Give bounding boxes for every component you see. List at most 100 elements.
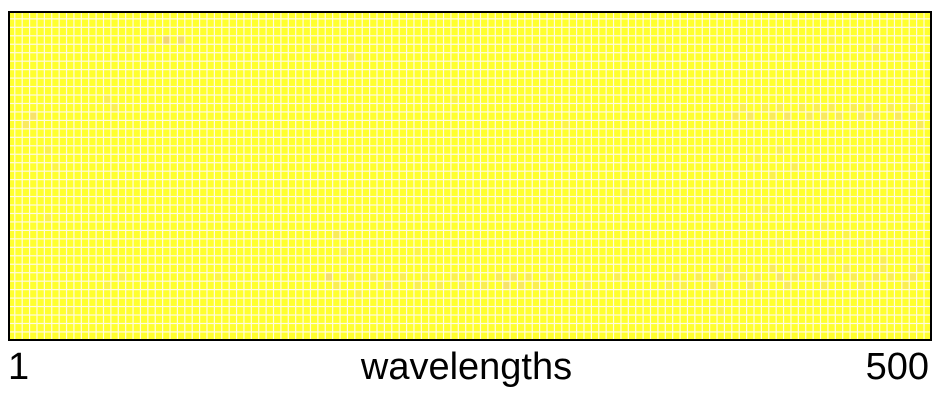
heatmap-cell (658, 95, 665, 103)
heatmap-cell (532, 315, 540, 323)
heatmap-cell (665, 324, 673, 332)
heatmap-cell (798, 53, 806, 61)
heatmap-cell (200, 163, 207, 171)
heatmap-cell (895, 78, 902, 86)
heatmap-cell (688, 121, 695, 129)
heatmap-cell (37, 36, 44, 44)
heatmap-cell (614, 214, 621, 222)
heatmap-cell (488, 222, 495, 230)
heatmap-cell (532, 11, 540, 19)
heatmap-cell (348, 332, 355, 340)
heatmap-cell (259, 281, 266, 290)
heatmap-cell (843, 197, 850, 205)
heatmap-cell (259, 146, 266, 154)
heatmap-cell (111, 231, 118, 239)
heatmap-cell (288, 256, 296, 264)
heatmap-cell (865, 256, 872, 264)
heatmap-cell (924, 239, 931, 247)
heatmap-cell (732, 44, 739, 53)
heatmap-cell (370, 70, 377, 78)
heatmap-cell (658, 214, 665, 222)
heatmap-cell (8, 197, 15, 205)
heatmap-cell (222, 324, 229, 332)
heatmap-cell (340, 104, 347, 112)
heatmap-cell (725, 188, 732, 196)
heatmap-cell (207, 180, 214, 188)
heatmap-cell (377, 315, 384, 323)
heatmap-cell (22, 256, 29, 264)
heatmap-cell (651, 264, 658, 273)
heatmap-cell (606, 332, 613, 340)
heatmap-cell (688, 146, 695, 154)
heatmap-cell (754, 19, 761, 27)
heatmap-cell (503, 222, 510, 230)
heatmap-cell (880, 247, 887, 256)
heatmap-cell (688, 44, 695, 53)
heatmap-cell (148, 290, 155, 298)
heatmap-cell (725, 197, 732, 205)
heatmap-cell (407, 307, 414, 315)
heatmap-cell (880, 188, 887, 196)
heatmap-cell (170, 180, 177, 188)
heatmap-cell (466, 87, 473, 95)
heatmap-cell (458, 146, 466, 154)
heatmap-cell (59, 332, 66, 340)
heatmap-cell (673, 290, 680, 298)
heatmap-cell (488, 11, 495, 19)
heatmap-cell (178, 11, 185, 19)
heatmap-cell (761, 95, 769, 103)
heatmap-cell (555, 19, 562, 27)
heatmap-cell (274, 61, 281, 70)
heatmap-cell (133, 247, 140, 256)
heatmap-cell (525, 53, 532, 61)
heatmap-cell (577, 78, 584, 86)
heatmap-cell (133, 137, 140, 146)
heatmap-cell (362, 324, 370, 332)
heatmap-cell (266, 307, 273, 315)
heatmap-cell (30, 44, 37, 53)
heatmap-cell (673, 146, 680, 154)
heatmap-cell (806, 44, 813, 53)
x-axis-min-tick-label: 1 (8, 346, 30, 388)
heatmap-cell (725, 44, 732, 53)
heatmap-cell (754, 256, 761, 264)
heatmap-cell (680, 307, 687, 315)
heatmap-cell (614, 231, 621, 239)
heatmap-cell (59, 137, 66, 146)
heatmap-cell (651, 222, 658, 230)
heatmap-cell (473, 298, 480, 306)
heatmap-cell (200, 222, 207, 230)
heatmap-cell (739, 53, 746, 61)
heatmap-cell (15, 281, 22, 290)
heatmap-cell (850, 112, 857, 120)
heatmap-cell (835, 70, 843, 78)
heatmap-cell (532, 36, 540, 44)
heatmap-cell (865, 247, 872, 256)
heatmap-cell (185, 239, 192, 247)
heatmap-cell (318, 104, 325, 112)
heatmap-cell (813, 53, 820, 61)
heatmap-cell (104, 78, 111, 86)
heatmap-cell (207, 137, 214, 146)
heatmap-cell (547, 298, 554, 306)
heatmap-cell (495, 222, 503, 230)
heatmap-cell (562, 129, 569, 137)
heatmap-cell (621, 78, 628, 86)
heatmap-cell (81, 137, 89, 146)
heatmap-cell (178, 163, 185, 171)
heatmap-cell (717, 87, 724, 95)
heatmap-cell (798, 315, 806, 323)
heatmap-cell (52, 87, 59, 95)
heatmap-cell (436, 298, 443, 306)
heatmap-cell (555, 273, 562, 281)
heatmap-cell (444, 290, 451, 298)
heatmap-cell (510, 205, 517, 213)
heatmap-cell (584, 163, 591, 171)
heatmap-cell (296, 154, 303, 163)
heatmap-cell (74, 180, 81, 188)
heatmap-cell (695, 214, 702, 222)
heatmap-cell (44, 214, 52, 222)
heatmap-cell (15, 70, 22, 78)
heatmap-cell (52, 44, 59, 53)
heatmap-cell (458, 70, 466, 78)
